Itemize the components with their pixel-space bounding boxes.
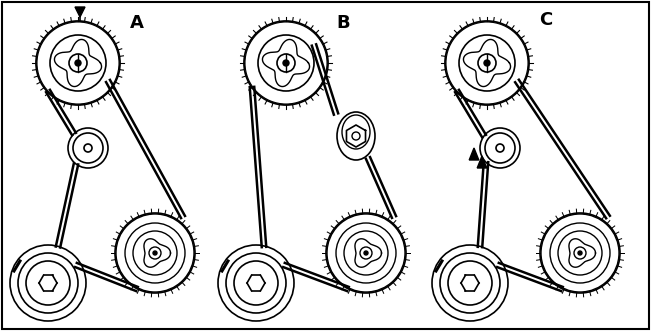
Text: C: C [539, 11, 552, 29]
Circle shape [578, 251, 582, 255]
Circle shape [364, 251, 368, 255]
Polygon shape [469, 148, 478, 160]
Text: B: B [336, 14, 350, 32]
Text: A: A [130, 14, 144, 32]
Circle shape [75, 60, 81, 66]
Circle shape [484, 60, 490, 66]
Circle shape [283, 60, 289, 66]
Polygon shape [75, 7, 85, 17]
Polygon shape [477, 156, 487, 168]
Circle shape [153, 251, 157, 255]
